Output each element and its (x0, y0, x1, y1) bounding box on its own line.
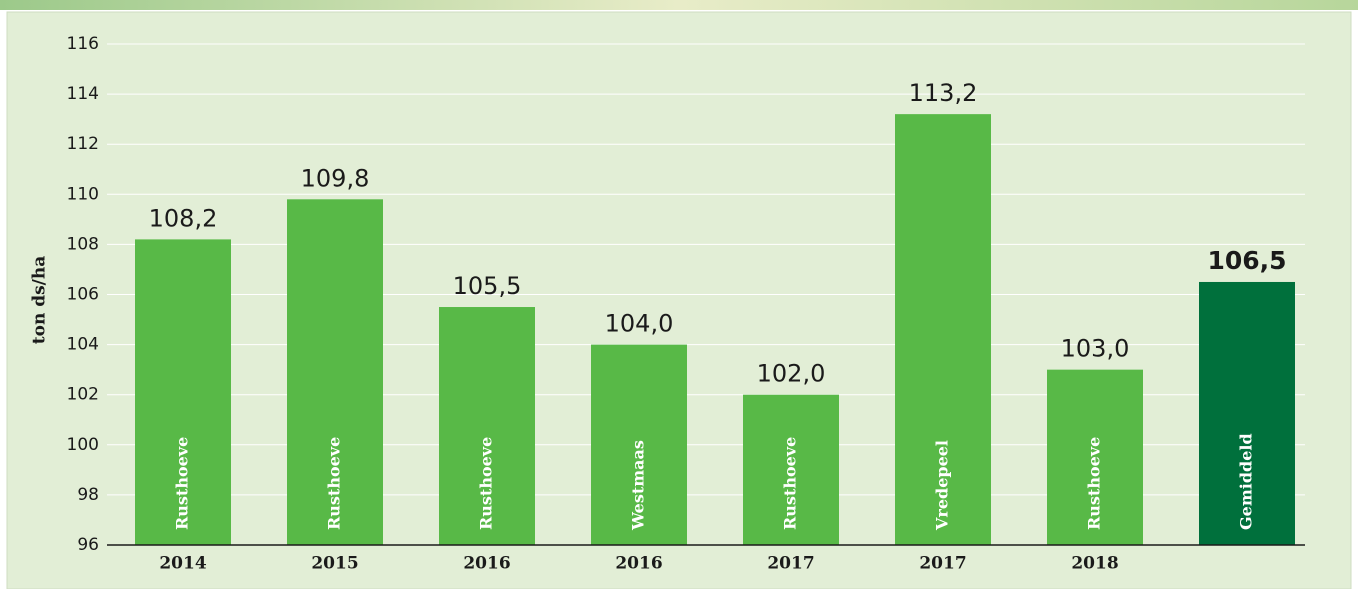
bar (895, 114, 991, 545)
bar (1199, 281, 1295, 545)
y-tick-label: 98 (77, 485, 99, 505)
y-tick-label: 112 (67, 134, 99, 154)
bar (287, 199, 383, 545)
bar-label: Rusthoeve (781, 437, 800, 530)
value-label: 108,2 (149, 204, 218, 232)
value-label: 103,0 (1061, 335, 1130, 363)
value-label: 109,8 (301, 164, 370, 192)
bar (1047, 369, 1143, 545)
y-tick-label: 106 (67, 285, 99, 305)
x-tick-label: 2016 (615, 554, 662, 574)
x-tick-label: 2017 (919, 554, 966, 574)
x-tick-label: 2016 (463, 554, 510, 574)
x-tick-label: 2018 (1071, 554, 1118, 574)
bar (743, 394, 839, 545)
value-label: 104,0 (605, 310, 674, 338)
bar (591, 344, 687, 545)
bar (439, 307, 535, 545)
x-tick-label: 2017 (767, 554, 814, 574)
bar-label: Westmaas (629, 440, 648, 531)
y-tick-label: 104 (67, 335, 99, 355)
x-tick-label: 2014 (159, 554, 206, 574)
y-tick-label: 102 (67, 385, 99, 405)
y-tick-label: 100 (67, 435, 99, 455)
bar-label: Rusthoeve (1085, 437, 1104, 530)
y-tick-label: 96 (77, 535, 99, 555)
x-tick-label: 2015 (311, 554, 358, 574)
y-tick-label: 108 (67, 234, 99, 254)
bar-label: Rusthoeve (325, 437, 344, 530)
bar-label: Rusthoeve (477, 437, 496, 530)
value-label: 105,5 (453, 272, 522, 300)
value-label: 102,0 (757, 360, 826, 388)
value-label: 113,2 (909, 79, 978, 107)
bar-label: Rusthoeve (173, 437, 192, 530)
bar (135, 239, 231, 545)
y-tick-label: 110 (67, 184, 99, 204)
y-axis-label: ton ds/ha (30, 256, 50, 345)
bar-label: Vredepeel (933, 440, 952, 531)
y-tick-label: 116 (67, 34, 99, 54)
bar-label: Gemiddeld (1237, 433, 1256, 530)
y-tick-label: 114 (67, 84, 99, 104)
value-label: 106,5 (1207, 246, 1286, 275)
top-strip (0, 0, 1358, 10)
